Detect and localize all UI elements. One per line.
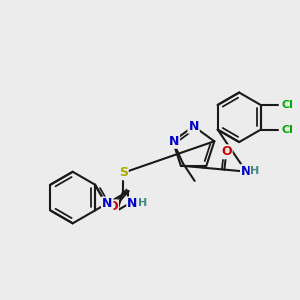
Text: N: N bbox=[127, 197, 138, 211]
Text: Cl: Cl bbox=[281, 100, 293, 110]
Text: O: O bbox=[221, 145, 232, 158]
Text: S: S bbox=[119, 166, 128, 179]
Text: N: N bbox=[241, 165, 251, 178]
Text: N: N bbox=[188, 120, 199, 133]
Text: N: N bbox=[102, 197, 112, 211]
Text: N: N bbox=[169, 135, 179, 148]
Text: H: H bbox=[250, 166, 260, 176]
Text: Cl: Cl bbox=[281, 125, 293, 135]
Text: H: H bbox=[138, 198, 147, 208]
Text: O: O bbox=[107, 200, 118, 214]
